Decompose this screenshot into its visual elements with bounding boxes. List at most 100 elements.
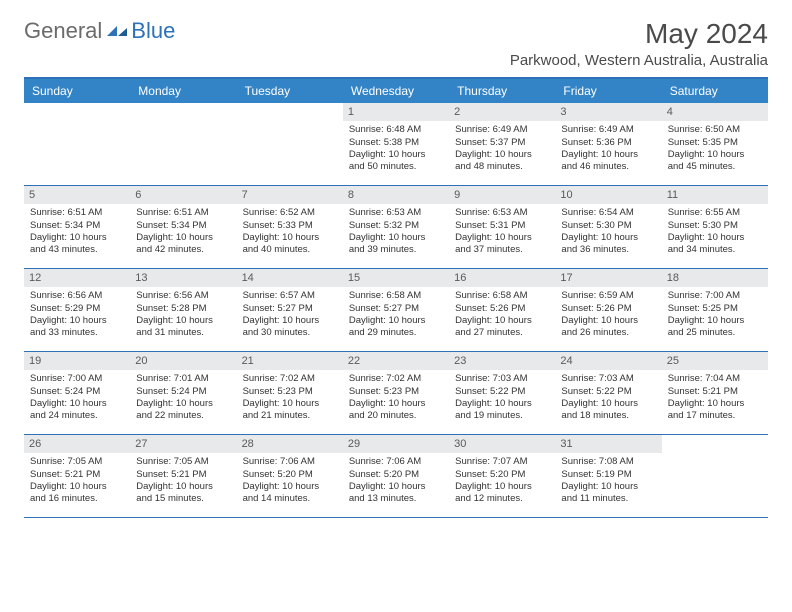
day-cell: . [24, 103, 130, 185]
day-cell: . [237, 103, 343, 185]
day-cell: 27Sunrise: 7:05 AMSunset: 5:21 PMDayligh… [130, 435, 236, 517]
day-header-cell: Monday [130, 79, 236, 103]
day-cell: 12Sunrise: 6:56 AMSunset: 5:29 PMDayligh… [24, 269, 130, 351]
day-cell: 25Sunrise: 7:04 AMSunset: 5:21 PMDayligh… [662, 352, 768, 434]
sunrise-text: Sunrise: 6:54 AM [561, 207, 655, 219]
logo-mark-icon [107, 22, 129, 40]
sunrise-text: Sunrise: 6:56 AM [136, 290, 230, 302]
sunset-text: Sunset: 5:34 PM [30, 220, 124, 232]
daylight-text: and 24 minutes. [30, 410, 124, 422]
sunrise-text: Sunrise: 7:05 AM [136, 456, 230, 468]
daylight-text: Daylight: 10 hours [349, 481, 443, 493]
day-cell: 9Sunrise: 6:53 AMSunset: 5:31 PMDaylight… [449, 186, 555, 268]
daylight-text: and 12 minutes. [455, 493, 549, 505]
day-cell: 3Sunrise: 6:49 AMSunset: 5:36 PMDaylight… [555, 103, 661, 185]
daylight-text: and 46 minutes. [561, 161, 655, 173]
sunset-text: Sunset: 5:29 PM [30, 303, 124, 315]
sunrise-text: Sunrise: 7:00 AM [668, 290, 762, 302]
sunrise-text: Sunrise: 7:08 AM [561, 456, 655, 468]
daylight-text: and 27 minutes. [455, 327, 549, 339]
day-cell: 17Sunrise: 6:59 AMSunset: 5:26 PMDayligh… [555, 269, 661, 351]
daylight-text: and 36 minutes. [561, 244, 655, 256]
daylight-text: Daylight: 10 hours [136, 481, 230, 493]
daylight-text: Daylight: 10 hours [349, 398, 443, 410]
day-cell: 13Sunrise: 6:56 AMSunset: 5:28 PMDayligh… [130, 269, 236, 351]
daylight-text: and 43 minutes. [30, 244, 124, 256]
date-number: 14 [237, 269, 343, 287]
sunrise-text: Sunrise: 7:02 AM [243, 373, 337, 385]
day-cell: 22Sunrise: 7:02 AMSunset: 5:23 PMDayligh… [343, 352, 449, 434]
date-number: 1 [343, 103, 449, 121]
daylight-text: Daylight: 10 hours [30, 481, 124, 493]
date-number: 15 [343, 269, 449, 287]
sunset-text: Sunset: 5:19 PM [561, 469, 655, 481]
day-cell: 18Sunrise: 7:00 AMSunset: 5:25 PMDayligh… [662, 269, 768, 351]
sunset-text: Sunset: 5:34 PM [136, 220, 230, 232]
sunrise-text: Sunrise: 6:49 AM [561, 124, 655, 136]
sunrise-text: Sunrise: 6:50 AM [668, 124, 762, 136]
sunrise-text: Sunrise: 6:53 AM [349, 207, 443, 219]
sunset-text: Sunset: 5:20 PM [455, 469, 549, 481]
sunset-text: Sunset: 5:31 PM [455, 220, 549, 232]
day-cell: 10Sunrise: 6:54 AMSunset: 5:30 PMDayligh… [555, 186, 661, 268]
day-cell: 23Sunrise: 7:03 AMSunset: 5:22 PMDayligh… [449, 352, 555, 434]
daylight-text: Daylight: 10 hours [136, 232, 230, 244]
daylight-text: and 30 minutes. [243, 327, 337, 339]
daylight-text: and 39 minutes. [349, 244, 443, 256]
date-number: 12 [24, 269, 130, 287]
day-cell: 2Sunrise: 6:49 AMSunset: 5:37 PMDaylight… [449, 103, 555, 185]
sunset-text: Sunset: 5:37 PM [455, 137, 549, 149]
date-number: 18 [662, 269, 768, 287]
sunset-text: Sunset: 5:20 PM [349, 469, 443, 481]
daylight-text: Daylight: 10 hours [349, 149, 443, 161]
day-cell: 4Sunrise: 6:50 AMSunset: 5:35 PMDaylight… [662, 103, 768, 185]
daylight-text: Daylight: 10 hours [668, 232, 762, 244]
sunrise-text: Sunrise: 6:57 AM [243, 290, 337, 302]
day-cell: 5Sunrise: 6:51 AMSunset: 5:34 PMDaylight… [24, 186, 130, 268]
title-block: May 2024 Parkwood, Western Australia, Au… [510, 18, 768, 69]
header: General Blue May 2024 Parkwood, Western … [24, 18, 768, 69]
sunset-text: Sunset: 5:32 PM [349, 220, 443, 232]
sunrise-text: Sunrise: 6:51 AM [30, 207, 124, 219]
sunrise-text: Sunrise: 7:06 AM [243, 456, 337, 468]
week-row: ...1Sunrise: 6:48 AMSunset: 5:38 PMDayli… [24, 103, 768, 186]
sunset-text: Sunset: 5:24 PM [136, 386, 230, 398]
date-number: 11 [662, 186, 768, 204]
sunrise-text: Sunrise: 6:48 AM [349, 124, 443, 136]
daylight-text: and 22 minutes. [136, 410, 230, 422]
sunset-text: Sunset: 5:27 PM [243, 303, 337, 315]
calendar-page: General Blue May 2024 Parkwood, Western … [0, 0, 792, 536]
day-header-cell: Tuesday [237, 79, 343, 103]
daylight-text: and 19 minutes. [455, 410, 549, 422]
sunset-text: Sunset: 5:36 PM [561, 137, 655, 149]
sunrise-text: Sunrise: 6:55 AM [668, 207, 762, 219]
sunrise-text: Sunrise: 7:05 AM [30, 456, 124, 468]
date-number: 2 [449, 103, 555, 121]
sunrise-text: Sunrise: 6:58 AM [455, 290, 549, 302]
date-number: 9 [449, 186, 555, 204]
day-header-cell: Friday [555, 79, 661, 103]
sunrise-text: Sunrise: 7:07 AM [455, 456, 549, 468]
sunrise-text: Sunrise: 6:49 AM [455, 124, 549, 136]
sunrise-text: Sunrise: 6:52 AM [243, 207, 337, 219]
daylight-text: and 26 minutes. [561, 327, 655, 339]
sunset-text: Sunset: 5:22 PM [561, 386, 655, 398]
date-number: 20 [130, 352, 236, 370]
date-number: 21 [237, 352, 343, 370]
month-title: May 2024 [510, 18, 768, 50]
logo-text-general: General [24, 18, 102, 44]
daylight-text: Daylight: 10 hours [561, 315, 655, 327]
daylight-text: Daylight: 10 hours [455, 232, 549, 244]
daylight-text: Daylight: 10 hours [349, 232, 443, 244]
daylight-text: and 33 minutes. [30, 327, 124, 339]
sunset-text: Sunset: 5:25 PM [668, 303, 762, 315]
date-number: 10 [555, 186, 661, 204]
logo-text-blue: Blue [131, 18, 175, 44]
day-header-cell: Saturday [662, 79, 768, 103]
daylight-text: and 11 minutes. [561, 493, 655, 505]
sunset-text: Sunset: 5:23 PM [349, 386, 443, 398]
week-row: 19Sunrise: 7:00 AMSunset: 5:24 PMDayligh… [24, 352, 768, 435]
sunset-text: Sunset: 5:21 PM [30, 469, 124, 481]
date-number: 31 [555, 435, 661, 453]
date-number: 25 [662, 352, 768, 370]
